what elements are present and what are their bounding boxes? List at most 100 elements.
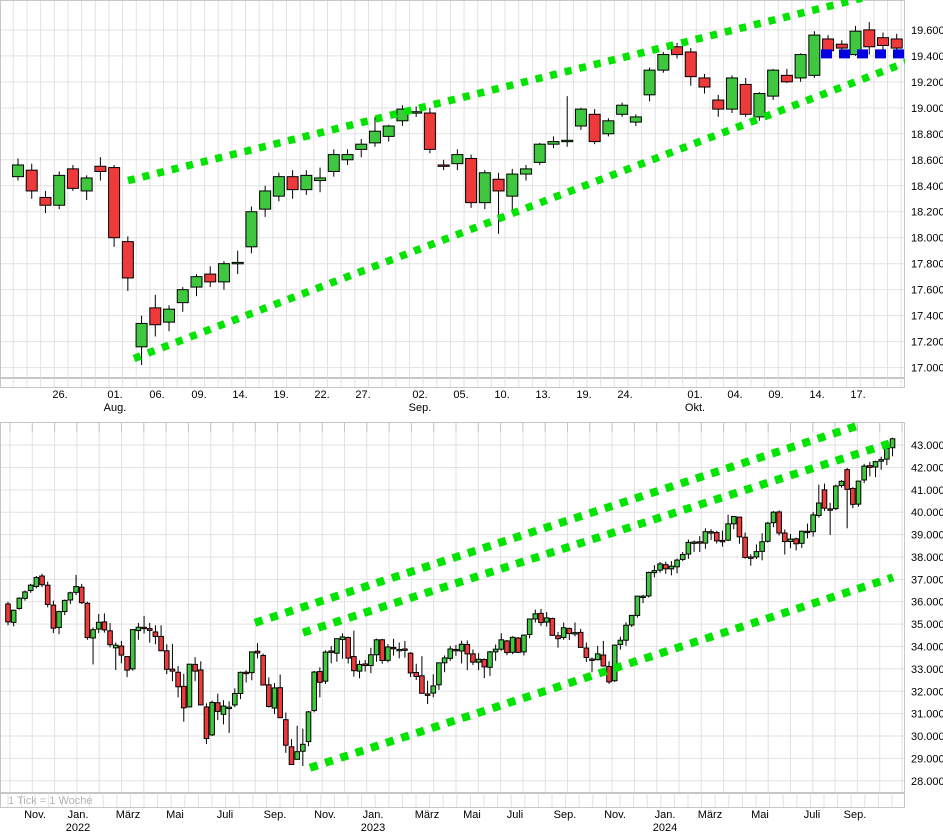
candle <box>158 635 164 652</box>
x-axis-label: Sep. <box>264 809 287 821</box>
candle <box>725 523 731 541</box>
candle <box>827 508 833 511</box>
candle <box>787 538 794 543</box>
axis-strip <box>0 378 905 388</box>
y-axis-label: 30.000 <box>911 731 943 743</box>
candle <box>56 611 62 628</box>
candle <box>628 614 635 626</box>
y-axis-label: 19.600 <box>911 25 943 37</box>
x-axis-label: 04. <box>727 389 742 401</box>
candle <box>589 658 595 661</box>
candle <box>645 571 652 597</box>
candle <box>410 111 423 114</box>
x-axis-label: Nov. <box>604 809 626 821</box>
y-axis-labels: 19.600 19.400 19.200 19.000 18.800 18.600 18.4… <box>911 25 943 375</box>
candle <box>566 628 573 635</box>
candle <box>623 624 629 641</box>
candle <box>498 639 505 650</box>
candle <box>657 563 663 571</box>
y-axis-label: 34.000 <box>911 642 943 654</box>
x-axis-label: Jan. <box>655 809 676 821</box>
candle <box>407 652 414 674</box>
candle <box>272 176 285 197</box>
candle <box>616 104 629 115</box>
candle <box>112 644 119 649</box>
candle <box>878 459 884 462</box>
candle <box>671 46 684 56</box>
candle <box>713 532 720 542</box>
y-axis-label: 18.600 <box>911 155 943 167</box>
candle <box>266 684 272 707</box>
candle <box>288 746 295 765</box>
candle <box>835 43 848 49</box>
x-axis-label: Jan. <box>68 809 89 821</box>
candle <box>876 37 889 46</box>
candle <box>884 447 890 460</box>
y-axis-label: 18.200 <box>911 207 943 219</box>
candle <box>747 556 754 559</box>
candle <box>708 531 714 534</box>
y-axis-label: 17.400 <box>911 311 943 323</box>
candle <box>341 154 354 161</box>
y-axis-label: 28.000 <box>911 776 943 788</box>
candle <box>33 577 40 588</box>
candle <box>767 69 780 97</box>
candle <box>61 599 68 613</box>
candle <box>101 621 108 631</box>
x-axis-label: Mai <box>463 809 481 821</box>
x-axis-label: März <box>415 809 439 821</box>
candle <box>662 564 669 570</box>
candle <box>867 465 873 468</box>
candle <box>577 631 584 648</box>
candle <box>739 83 752 115</box>
candle <box>328 650 334 653</box>
y-axis-label: 32.000 <box>911 686 943 698</box>
candle <box>163 650 170 670</box>
candle <box>203 706 210 739</box>
tick-note: 1 Tick = 1 Woche <box>8 795 93 807</box>
candle <box>169 668 176 672</box>
candle <box>245 211 258 248</box>
candle <box>526 618 533 635</box>
candle <box>180 685 187 709</box>
candle <box>84 602 91 639</box>
candle <box>356 663 363 672</box>
y-axis-label: 38.000 <box>911 552 943 564</box>
x-axis-label: Juli <box>507 809 524 821</box>
y-axis-label: 41.000 <box>911 485 943 497</box>
candle <box>617 639 624 645</box>
candle <box>764 522 771 542</box>
x-axis-sublabel: Okt. <box>685 402 705 414</box>
candle <box>560 627 567 639</box>
candle <box>66 168 79 189</box>
candle <box>634 595 641 616</box>
candle <box>441 657 448 664</box>
candle <box>821 489 828 509</box>
candle <box>249 651 255 674</box>
candle <box>861 465 867 481</box>
y-axis-label: 43.000 <box>911 440 943 452</box>
candle <box>555 635 561 640</box>
candle <box>121 241 134 279</box>
x-axis-label: 27. <box>355 389 370 401</box>
candle <box>458 643 465 652</box>
candle <box>549 618 556 636</box>
candle <box>283 719 289 746</box>
candle <box>311 671 317 712</box>
candle <box>702 531 709 544</box>
candle <box>152 631 159 637</box>
y-axis-label: 17.200 <box>911 337 943 349</box>
candle <box>286 176 299 191</box>
candle <box>481 658 488 668</box>
x-axis-label: 14. <box>809 389 824 401</box>
candle <box>674 559 680 568</box>
candle <box>314 177 327 182</box>
candle <box>492 178 505 192</box>
daily-lower-trendline <box>132 58 905 363</box>
candle <box>521 634 527 653</box>
x-axis-label: 26. <box>52 389 67 401</box>
y-axis-label: 18.800 <box>911 129 943 141</box>
candle <box>373 639 380 656</box>
candle <box>561 139 574 143</box>
